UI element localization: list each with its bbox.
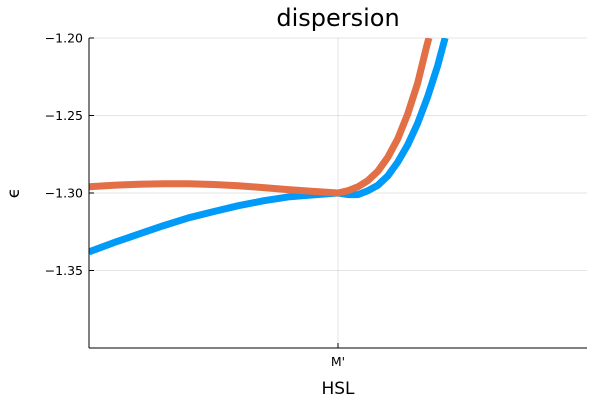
x-tick-label: M': [331, 354, 345, 369]
series-line-2: [89, 38, 433, 197]
y-tick-label: −1.30: [45, 186, 83, 201]
y-tick-label: −1.35: [45, 263, 83, 278]
y-tick-label: −1.20: [45, 31, 83, 46]
y-tick-label: −1.25: [45, 108, 83, 123]
x-axis-title: HSL: [321, 379, 355, 399]
chart-title: dispersion: [276, 4, 399, 32]
y-axis-title: ϵ: [4, 188, 24, 198]
series-layer: [89, 38, 449, 256]
axis-layer: −1.20 −1.25 −1.30 −1.35 M': [45, 31, 587, 369]
